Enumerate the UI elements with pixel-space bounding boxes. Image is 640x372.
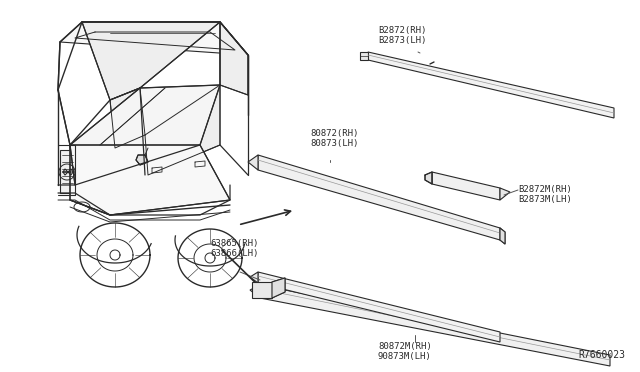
Polygon shape: [70, 145, 230, 215]
Polygon shape: [136, 155, 148, 165]
Polygon shape: [258, 155, 500, 240]
Text: B2872M(RH)
B2873M(LH): B2872M(RH) B2873M(LH): [518, 185, 572, 204]
Polygon shape: [60, 22, 248, 55]
Polygon shape: [368, 52, 614, 118]
Polygon shape: [500, 188, 510, 200]
Polygon shape: [432, 172, 500, 200]
Polygon shape: [248, 155, 258, 170]
Polygon shape: [110, 88, 145, 148]
Polygon shape: [425, 172, 432, 184]
Polygon shape: [258, 272, 500, 342]
Text: B2872(RH)
B2873(LH): B2872(RH) B2873(LH): [378, 26, 426, 45]
Polygon shape: [360, 52, 368, 60]
Polygon shape: [250, 285, 260, 298]
Polygon shape: [252, 282, 272, 298]
Polygon shape: [220, 22, 248, 95]
Polygon shape: [70, 85, 220, 185]
Polygon shape: [145, 85, 220, 175]
Polygon shape: [272, 278, 285, 298]
Polygon shape: [250, 272, 258, 283]
Text: 63865(RH)
63866(LH): 63865(RH) 63866(LH): [210, 238, 259, 258]
Polygon shape: [260, 285, 610, 366]
Text: 80872(RH)
80873(LH): 80872(RH) 80873(LH): [310, 129, 358, 148]
Polygon shape: [82, 22, 220, 100]
Text: R7660023: R7660023: [578, 350, 625, 360]
Polygon shape: [60, 150, 75, 193]
Polygon shape: [500, 228, 505, 244]
Text: 80872M(RH)
90873M(LH): 80872M(RH) 90873M(LH): [378, 342, 432, 362]
